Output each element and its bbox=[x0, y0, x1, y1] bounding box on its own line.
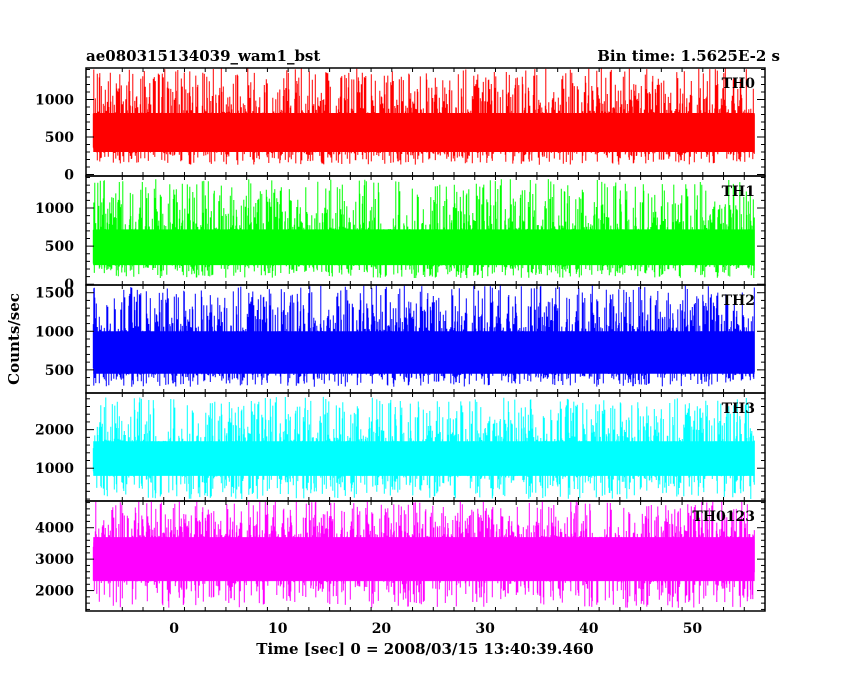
y-tick-label: 1000 bbox=[35, 93, 74, 109]
panel-label-th0123: TH0123 bbox=[692, 509, 755, 525]
x-tick-label: 20 bbox=[372, 621, 392, 637]
panel-th2: 500 1000 1500 TH2 bbox=[35, 284, 766, 394]
y-tick-label: 3000 bbox=[35, 552, 74, 568]
panel-label-th1: TH1 bbox=[722, 184, 755, 200]
x-axis-label: Time [sec] 0 = 2008/03/15 13:40:39.460 bbox=[256, 640, 593, 658]
x-axis: 0 10 20 30 40 50 bbox=[169, 621, 702, 637]
y-tick-label: 1000 bbox=[35, 461, 74, 477]
y-tick-label: 1500 bbox=[35, 286, 74, 302]
series-trace-th1 bbox=[92, 179, 755, 279]
y-tick-label: 0 bbox=[64, 277, 74, 293]
x-tick-label: 50 bbox=[683, 621, 703, 637]
x-tick-label: 40 bbox=[579, 621, 599, 637]
chart-title-left: ae080315134039_wam1_bst bbox=[86, 47, 320, 65]
y-tick-label: 4000 bbox=[35, 521, 74, 537]
y-tick-label: 500 bbox=[45, 239, 74, 255]
panel-th0: 0 500 1000 TH0 bbox=[35, 67, 766, 184]
y-tick-label: 2000 bbox=[35, 584, 74, 600]
panel-frame bbox=[85, 500, 766, 612]
y-tick-label: 500 bbox=[45, 130, 74, 146]
y-axis-label: Counts/sec bbox=[5, 293, 23, 385]
series-trace-th0 bbox=[92, 68, 755, 165]
chart-title-right: Bin time: 1.5625E-2 s bbox=[597, 47, 780, 65]
y-tick-label: 1000 bbox=[35, 201, 74, 217]
panels: 0 500 1000 TH0 0 500 1000 TH1 500 1000 1500 TH2 1000… bbox=[35, 67, 766, 612]
panel-label-th2: TH2 bbox=[722, 293, 755, 309]
panel-th0123: 2000 3000 4000 TH0123 bbox=[35, 500, 766, 612]
x-tick-label: 30 bbox=[475, 621, 495, 637]
series-trace-th3 bbox=[92, 396, 755, 499]
y-tick-label: 2000 bbox=[35, 423, 74, 439]
panel-th3: 1000 2000 TH3 bbox=[35, 392, 766, 502]
y-tick-label: 1000 bbox=[35, 324, 74, 340]
series-trace-th0123 bbox=[92, 501, 755, 608]
panel-label-th3: TH3 bbox=[722, 401, 755, 417]
x-tick-label: 0 bbox=[169, 621, 179, 637]
x-tick-label: 10 bbox=[268, 621, 288, 637]
y-tick-label: 500 bbox=[45, 363, 74, 379]
panel-th1: 0 500 1000 TH1 bbox=[35, 175, 766, 293]
panel-label-th0: TH0 bbox=[722, 76, 756, 92]
series-trace-th2 bbox=[92, 285, 755, 387]
y-tick-label: 0 bbox=[64, 168, 74, 184]
